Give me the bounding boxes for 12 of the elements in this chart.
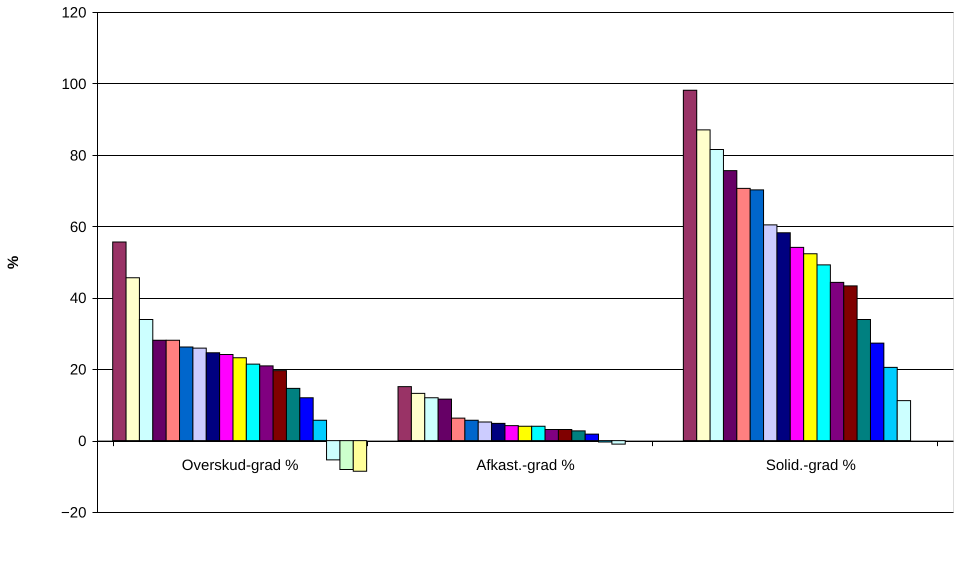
y-tick-label: 100 [61, 76, 86, 93]
y-tick-label: 80 [70, 147, 86, 164]
y-tick-label: 60 [70, 218, 86, 236]
y-tick-label: −20 [61, 504, 86, 522]
y-axis-title: % [5, 256, 22, 270]
y-tick-label: 40 [70, 290, 86, 308]
y-tick-label: 0 [78, 433, 86, 450]
x-tick-label: Solid.-grad % [766, 457, 856, 474]
x-tick-label: Overskud-grad % [182, 457, 299, 474]
y-tick-label: 120 [61, 4, 86, 22]
x-tick-label: Afkast.-grad % [476, 457, 575, 474]
y-tick-label: 20 [70, 362, 86, 379]
